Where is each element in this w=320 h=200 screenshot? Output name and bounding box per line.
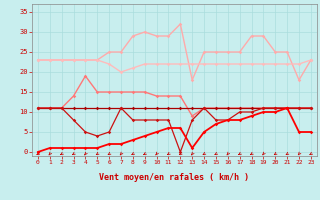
X-axis label: Vent moyen/en rafales ( km/h ): Vent moyen/en rafales ( km/h ) [100,174,249,183]
